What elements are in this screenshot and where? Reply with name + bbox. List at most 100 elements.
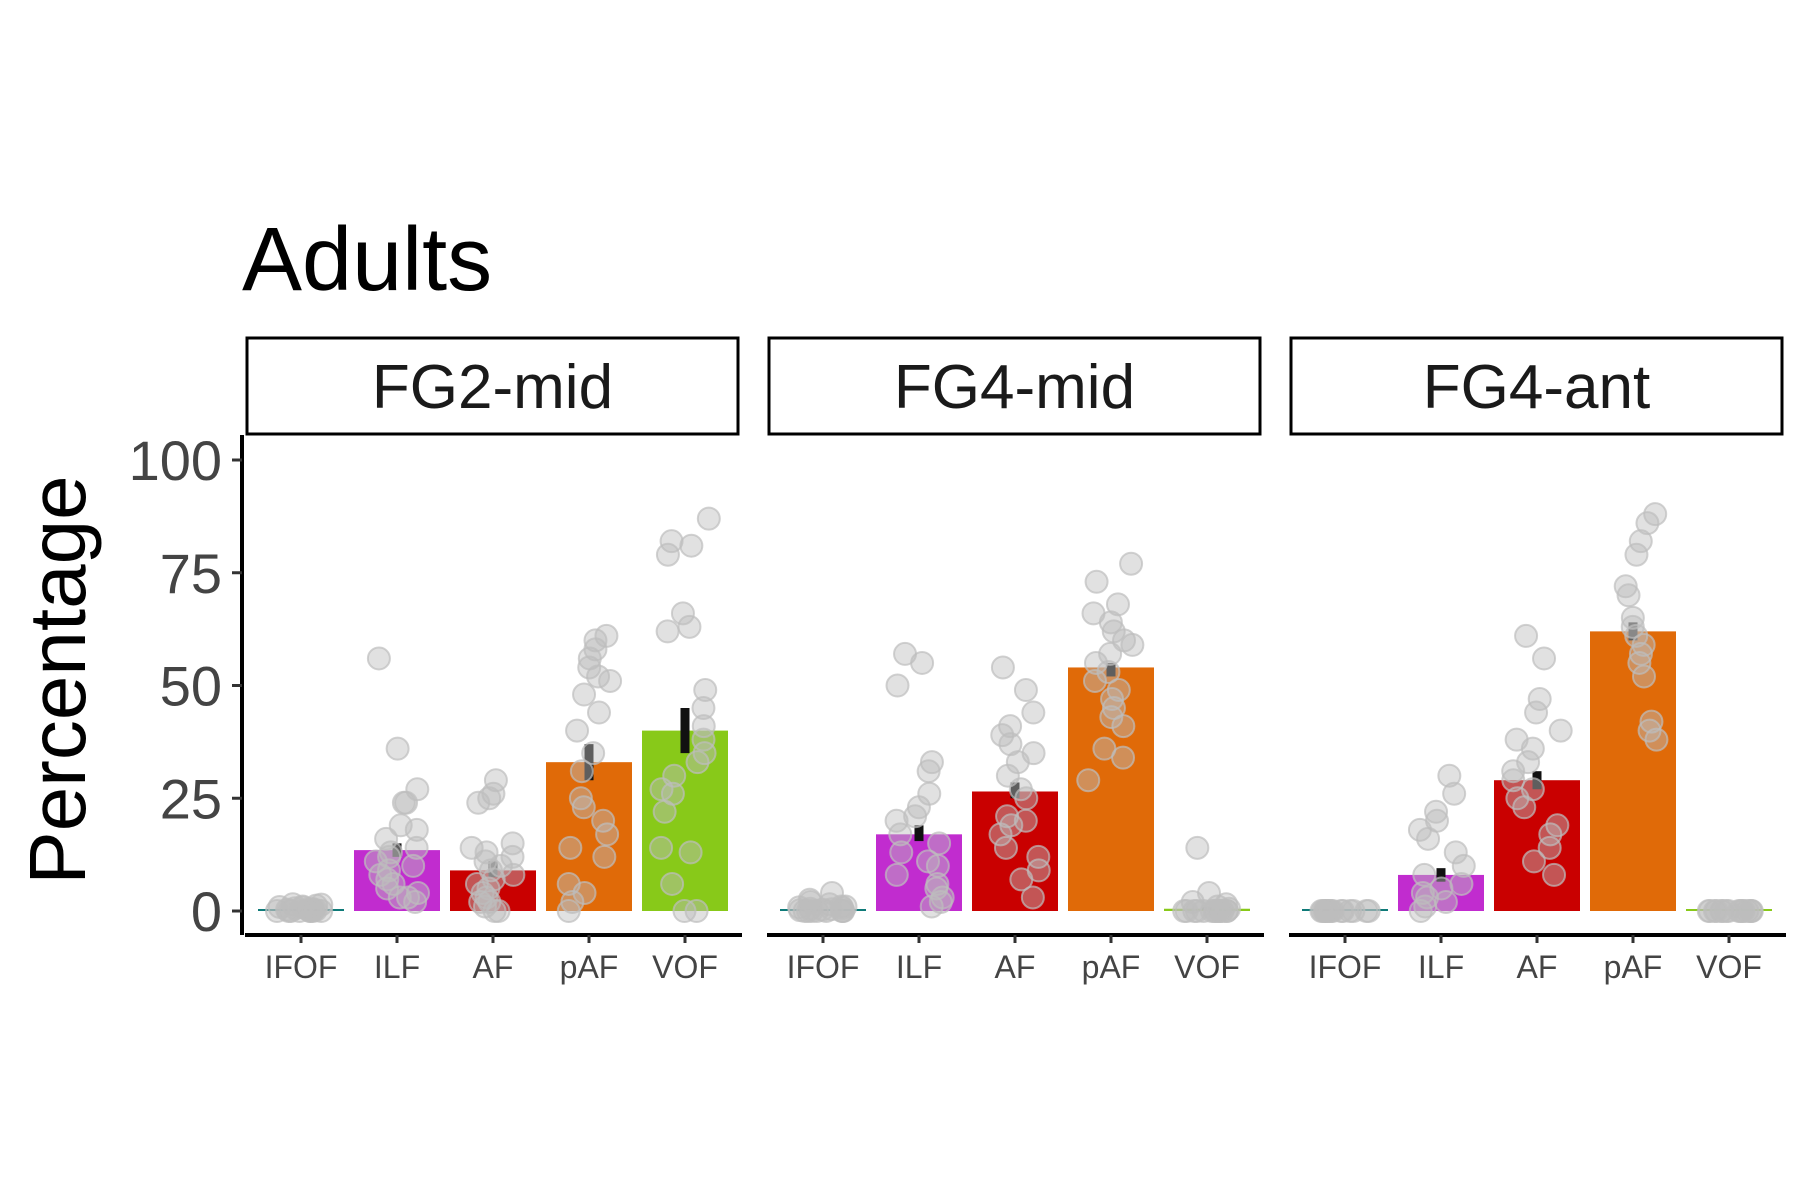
data-point bbox=[670, 601, 695, 626]
data-point bbox=[1199, 899, 1224, 923]
data-point bbox=[1100, 687, 1125, 712]
data-point bbox=[586, 700, 611, 725]
data-point bbox=[1429, 876, 1454, 901]
data-point bbox=[1628, 529, 1653, 554]
data-point bbox=[885, 673, 910, 698]
data-point bbox=[696, 506, 721, 531]
data-point bbox=[466, 790, 491, 815]
data-point bbox=[1620, 605, 1645, 630]
facet-strip bbox=[767, 336, 1262, 436]
data-point bbox=[652, 799, 677, 824]
data-point bbox=[500, 844, 525, 869]
x-tick-label: IFOF bbox=[787, 949, 860, 985]
data-point bbox=[1084, 569, 1109, 594]
x-tick-label: VOF bbox=[1174, 949, 1240, 985]
data-point bbox=[375, 876, 400, 901]
data-point bbox=[1532, 646, 1557, 671]
data-point bbox=[888, 822, 913, 847]
data-point bbox=[1416, 826, 1441, 851]
x-tick-label: pAF bbox=[560, 949, 619, 985]
data-point bbox=[1521, 849, 1546, 874]
data-point bbox=[1014, 786, 1039, 811]
x-tick-label: pAF bbox=[1604, 949, 1663, 985]
data-point bbox=[910, 650, 935, 675]
data-point bbox=[1013, 678, 1038, 703]
data-point bbox=[1098, 610, 1123, 635]
data-point bbox=[374, 826, 399, 851]
data-point bbox=[1635, 511, 1660, 536]
data-point bbox=[501, 862, 526, 887]
bar-ifof bbox=[1302, 909, 1388, 911]
data-point bbox=[569, 759, 594, 784]
data-point bbox=[649, 835, 674, 860]
y-tick-label: 0 bbox=[191, 880, 222, 943]
x-tick-label: VOF bbox=[652, 949, 718, 985]
data-point bbox=[1520, 736, 1545, 761]
y-tick-label: 25 bbox=[160, 767, 222, 830]
data-point bbox=[595, 822, 620, 847]
data-point bbox=[1548, 718, 1573, 743]
data-point bbox=[1172, 899, 1197, 923]
data-point bbox=[581, 741, 606, 766]
data-point bbox=[1624, 542, 1649, 567]
data-point bbox=[387, 885, 412, 910]
data-point bbox=[660, 871, 685, 896]
data-point bbox=[919, 894, 944, 919]
data-point bbox=[1009, 867, 1034, 892]
data-point bbox=[797, 887, 822, 912]
x-tick-label: AF bbox=[473, 949, 514, 985]
data-point bbox=[819, 897, 844, 922]
data-point bbox=[679, 533, 704, 558]
data-point bbox=[1356, 899, 1381, 923]
data-point bbox=[1512, 795, 1537, 820]
data-point bbox=[1451, 853, 1476, 878]
data-point bbox=[598, 668, 623, 693]
data-point bbox=[577, 655, 602, 680]
data-point bbox=[1407, 817, 1432, 842]
data-point bbox=[1627, 650, 1652, 675]
data-point bbox=[990, 655, 1015, 680]
x-tick-label: AF bbox=[1517, 949, 1558, 985]
data-point bbox=[993, 835, 1018, 860]
data-point bbox=[1120, 632, 1145, 657]
y-tick-label: 75 bbox=[160, 542, 222, 605]
data-point bbox=[1021, 700, 1046, 725]
bar-af bbox=[1494, 780, 1580, 911]
data-point bbox=[568, 786, 593, 811]
data-point bbox=[1026, 844, 1051, 869]
data-point bbox=[1537, 835, 1562, 860]
x-tick-label: ILF bbox=[1418, 949, 1464, 985]
data-point bbox=[1111, 714, 1136, 739]
data-point bbox=[403, 889, 428, 914]
data-point bbox=[1704, 899, 1729, 923]
panel-fg4-mid: FG4-mid IFOF ILF AF pAF VOF bbox=[767, 336, 1264, 985]
data-point bbox=[1415, 885, 1440, 910]
data-point bbox=[1442, 781, 1467, 806]
data-point bbox=[1099, 705, 1124, 730]
data-point bbox=[884, 862, 909, 887]
panels: FG2-mid IFOF ILF AF pAF VOF FG4-mid IFOF ILF AF pA… bbox=[245, 336, 1786, 985]
y-axis: 0 25 50 75 100 bbox=[129, 429, 244, 943]
bar-af bbox=[972, 791, 1058, 911]
data-point bbox=[1631, 664, 1656, 689]
facet-label: FG4-ant bbox=[1423, 353, 1650, 422]
data-point bbox=[1013, 808, 1038, 833]
data-point bbox=[1524, 700, 1549, 725]
data-point bbox=[1098, 641, 1123, 666]
data-point bbox=[988, 822, 1013, 847]
data-point bbox=[691, 696, 716, 721]
x-tick-label: pAF bbox=[1082, 949, 1141, 985]
data-point bbox=[889, 840, 914, 865]
data-point bbox=[990, 723, 1015, 748]
data-point bbox=[1501, 768, 1526, 793]
data-point bbox=[672, 899, 697, 923]
x-tick-label: AF bbox=[995, 949, 1036, 985]
data-point bbox=[1644, 727, 1669, 752]
data-point bbox=[659, 529, 684, 554]
data-point bbox=[565, 718, 590, 743]
data-point bbox=[1738, 899, 1763, 923]
data-point bbox=[1185, 835, 1210, 860]
data-point bbox=[884, 808, 909, 833]
x-tick-label: IFOF bbox=[265, 949, 338, 985]
